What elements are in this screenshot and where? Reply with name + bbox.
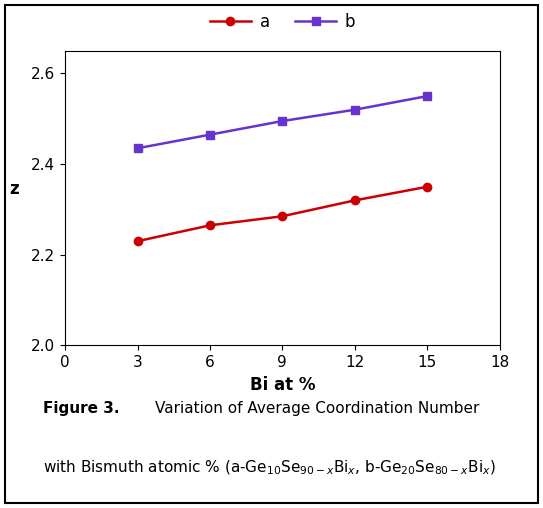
a [279, 213, 286, 219]
Text: with Bismuth atomic % (a-Ge$_{10}$Se$_{90-x}$Bi$_x$, b-Ge$_{20}$Se$_{80-x}$Bi$_x: with Bismuth atomic % (a-Ge$_{10}$Se$_{9… [43, 458, 496, 477]
Text: Figure 3.: Figure 3. [43, 401, 120, 417]
b [351, 107, 358, 113]
Line: b: b [134, 92, 431, 152]
Text: Variation of Average Coordination Number: Variation of Average Coordination Number [155, 401, 479, 417]
b [207, 132, 213, 138]
X-axis label: Bi at %: Bi at % [250, 376, 315, 394]
a [207, 223, 213, 229]
a [134, 238, 141, 244]
Legend: a, b: a, b [203, 6, 362, 38]
b [134, 145, 141, 151]
Y-axis label: z: z [10, 180, 20, 198]
a [424, 184, 431, 190]
a [351, 197, 358, 203]
Line: a: a [134, 182, 431, 245]
b [279, 118, 286, 124]
b [424, 93, 431, 99]
